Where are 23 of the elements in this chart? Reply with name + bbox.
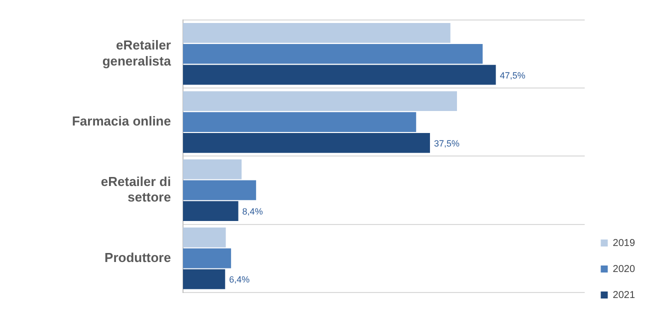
bar <box>182 201 238 221</box>
bar <box>182 269 226 290</box>
bar <box>182 228 226 248</box>
legend-label: 2020 <box>612 264 636 275</box>
bar <box>182 23 450 43</box>
y-tick-label: Farmacia online <box>72 114 171 129</box>
bar <box>182 132 430 153</box>
bar <box>182 64 496 85</box>
data-label: 6,4% <box>229 274 250 285</box>
y-tick-label: Produttore <box>104 250 171 265</box>
data-label: 37,5% <box>434 138 460 148</box>
legend-label: 2021 <box>612 290 636 301</box>
bar <box>182 91 457 112</box>
data-label: 8,4% <box>242 206 263 217</box>
bar <box>182 248 232 268</box>
bar <box>182 159 242 180</box>
data-label: 47,5% <box>500 70 526 80</box>
bar <box>182 44 483 64</box>
legend-label: 2019 <box>612 238 636 249</box>
y-tick-label: eRetailer di settore <box>100 174 171 205</box>
y-tick-label: eRetailer generalista <box>102 38 172 68</box>
bar <box>182 180 256 200</box>
bar <box>182 112 416 132</box>
